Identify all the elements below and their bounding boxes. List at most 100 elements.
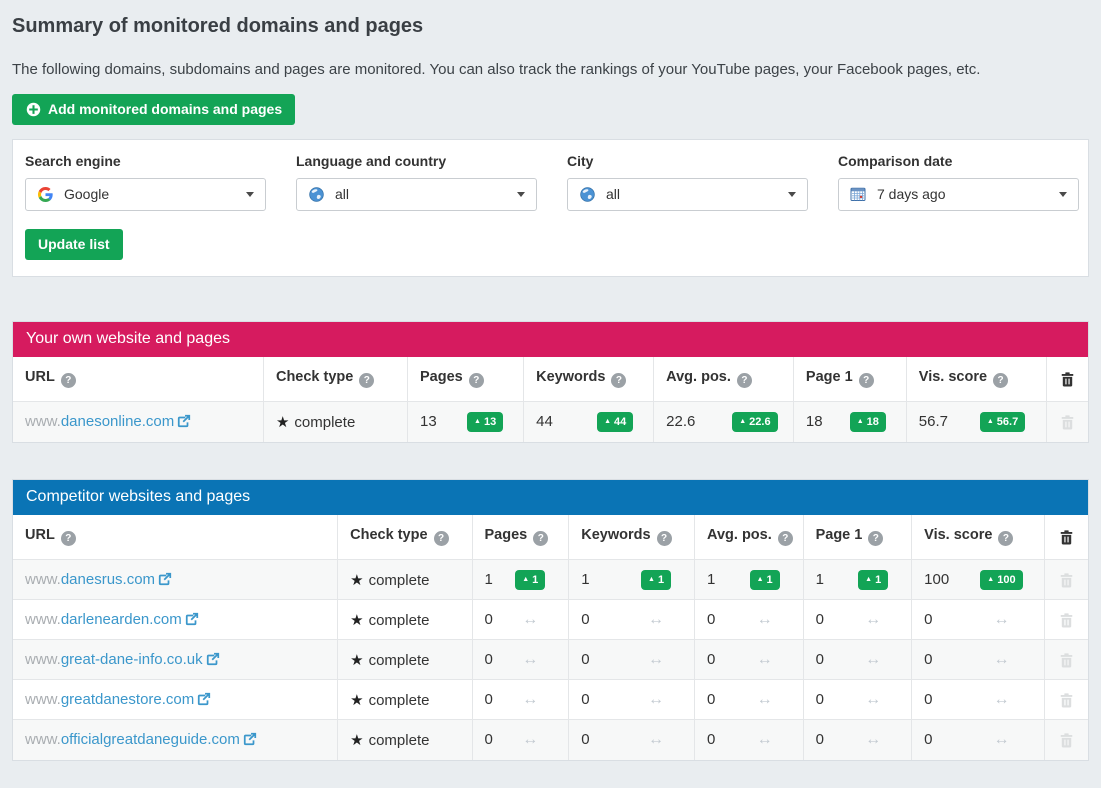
domain-link[interactable]: danesonline.com — [60, 413, 175, 431]
metric-cell: 1 ▲ 1 — [694, 559, 804, 600]
metric-value: 0 — [707, 611, 716, 629]
metric-cell: 56.7 ▲ 56.7 — [906, 401, 1047, 442]
help-icon[interactable]: ? — [433, 531, 449, 547]
help-icon[interactable]: ? — [468, 373, 484, 389]
trash-icon — [1060, 613, 1073, 628]
check-type-cell: ★ complete — [337, 679, 473, 720]
city-value: all — [606, 186, 621, 203]
column-header: Avg. pos.? — [653, 356, 794, 402]
domain-link[interactable]: officialgreatdaneguide.com — [60, 731, 240, 749]
delete-row-button[interactable] — [1058, 610, 1075, 630]
no-change-icon: ↔ — [993, 730, 1010, 748]
city-dropdown[interactable]: all — [567, 177, 808, 211]
delete-row-button[interactable] — [1058, 570, 1075, 590]
metric-value: 22.6 — [666, 413, 696, 431]
competitor-table: URL? Check type? Pages? Keywords? Avg. pos.?… — [13, 514, 1088, 760]
table-row: www.danesonline.com ★ complete 13 ▲ 13 44 ▲ 44 22… — [13, 401, 1088, 442]
check-type-cell: ★ complete — [337, 599, 473, 640]
comparison-date-dropdown[interactable]: 7 days ago — [838, 177, 1079, 211]
metric-value: 0 — [815, 611, 824, 629]
delta-badge: ▲ 56.7 — [979, 411, 1026, 432]
url-cell: www.greatdanestore.com — [13, 679, 339, 720]
metric-cell: 0 ↔ — [803, 679, 913, 720]
help-icon[interactable]: ? — [60, 531, 76, 547]
up-arrow-icon: ▲ — [739, 418, 747, 426]
no-change-icon: ↔ — [865, 730, 882, 748]
help-icon[interactable]: ? — [777, 531, 793, 547]
external-link-icon[interactable] — [185, 612, 199, 626]
star-icon: ★ — [350, 731, 364, 749]
domain-link[interactable]: great-dane-info.co.uk — [60, 651, 203, 669]
table-row: www.darlenearden.com ★ complete 0 ↔ 0 ↔ 0 ↔ 0 ↔ 0 ↔ — [13, 599, 1088, 640]
help-icon[interactable]: ? — [998, 531, 1014, 547]
up-arrow-icon: ▲ — [986, 418, 994, 426]
external-link-icon[interactable] — [206, 652, 220, 666]
table-row: www.great-dane-info.co.uk ★ complete 0 ↔ 0 ↔ 0 ↔… — [13, 639, 1088, 680]
up-arrow-icon: ▲ — [474, 418, 481, 426]
url-cell: www.darlenearden.com — [13, 599, 339, 640]
search-engine-dropdown[interactable]: Google — [25, 177, 266, 211]
metric-value: 44 — [536, 413, 553, 431]
delete-row-button[interactable] — [1059, 412, 1076, 432]
up-arrow-icon: ▲ — [865, 576, 873, 584]
no-change-icon: ↔ — [756, 650, 773, 668]
no-change-icon: ↔ — [865, 610, 882, 628]
help-icon[interactable]: ? — [611, 373, 627, 389]
help-icon[interactable]: ? — [359, 373, 375, 389]
filter-city: City all — [567, 153, 808, 211]
metric-cell: 0 ↔ — [694, 639, 804, 680]
domain-link[interactable]: greatdanestore.com — [60, 691, 195, 709]
metric-value: 0 — [484, 611, 493, 629]
trash-icon — [1060, 573, 1073, 588]
column-header: Keywords? — [523, 356, 655, 402]
competitor-panel: Competitor websites and pages URL? Check … — [12, 478, 1089, 761]
domain-link[interactable]: darlenearden.com — [60, 611, 182, 629]
no-change-icon: ↔ — [648, 690, 665, 708]
metric-cell: 1 ▲ 1 — [803, 559, 913, 600]
external-link-icon[interactable] — [158, 572, 172, 586]
metric-value: 56.7 — [918, 413, 948, 431]
external-link-icon[interactable] — [177, 414, 191, 428]
own-table-title: Your own website and pages — [13, 321, 1088, 357]
metric-cell: 0 ↔ — [568, 599, 696, 640]
help-icon[interactable]: ? — [736, 373, 752, 389]
delete-row-button[interactable] — [1058, 650, 1075, 670]
trash-icon — [1061, 415, 1074, 430]
add-monitored-button[interactable]: Add monitored domains and pages — [12, 94, 296, 125]
delta-badge: ▲ 13 — [467, 411, 504, 432]
filter-search-engine: Search engine Google — [25, 153, 266, 211]
update-list-button[interactable]: Update list — [25, 228, 123, 260]
column-header: Vis. score? — [911, 514, 1046, 560]
url-cell: www.danesrus.com — [13, 559, 339, 600]
check-type-cell: ★ complete — [337, 559, 473, 600]
no-change-icon: ↔ — [865, 690, 882, 708]
language-dropdown[interactable]: all — [296, 177, 537, 211]
delta-badge: ▲ 1 — [749, 569, 780, 590]
help-icon[interactable]: ? — [868, 531, 884, 547]
table-row: www.greatdanestore.com ★ complete 0 ↔ 0 ↔ 0 ↔ 0 ↔ 0… — [13, 679, 1088, 720]
check-type-cell: ★ complete — [337, 639, 473, 680]
filter-comparison-date: Comparison date 7 days ago — [838, 153, 1079, 211]
help-icon[interactable]: ? — [533, 531, 549, 547]
help-icon[interactable]: ? — [60, 373, 76, 389]
metric-cell: 0 ↔ — [472, 639, 570, 680]
delete-row-button[interactable] — [1058, 730, 1075, 750]
domain-link[interactable]: danesrus.com — [60, 571, 156, 589]
metric-value: 0 — [484, 651, 493, 669]
metric-cell: 0 ↔ — [694, 719, 804, 760]
caret-down-icon — [1059, 191, 1067, 197]
column-header: Vis. score? — [906, 356, 1047, 402]
help-icon[interactable]: ? — [858, 373, 874, 389]
help-icon[interactable]: ? — [993, 373, 1009, 389]
star-icon: ★ — [350, 611, 364, 629]
metric-cell: 0 ↔ — [472, 719, 570, 760]
delete-row-button[interactable] — [1058, 690, 1075, 710]
external-link-icon[interactable] — [197, 692, 211, 706]
external-link-icon[interactable] — [243, 732, 257, 746]
globe-icon — [308, 186, 324, 202]
delete-column-header — [1044, 514, 1088, 560]
own-website-table: URL? Check type? Pages? Keywords? Avg. pos.?… — [13, 356, 1088, 442]
metric-value: 13 — [420, 413, 437, 431]
filters-panel: Search engine Google Language and countr… — [12, 138, 1089, 277]
help-icon[interactable]: ? — [656, 531, 672, 547]
